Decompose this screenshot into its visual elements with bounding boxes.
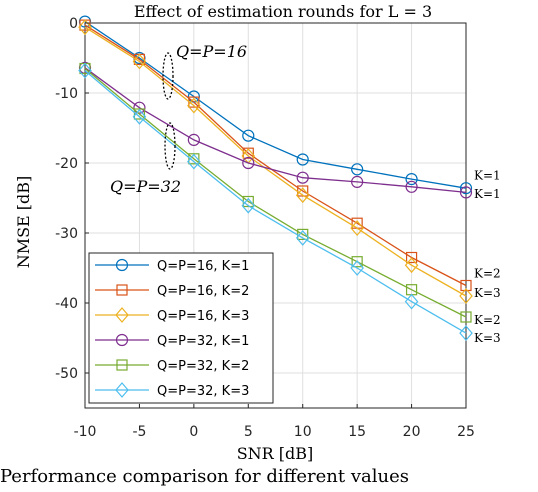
data-point [404, 293, 419, 310]
k-label: K=1 [474, 169, 501, 183]
legend-label: Q=P=16, K=2 [157, 284, 249, 299]
legend-label: Q=P=32, K=2 [157, 359, 249, 374]
legend-label: Q=P=16, K=1 [157, 259, 249, 274]
legend-marker [115, 382, 129, 398]
data-point [242, 156, 255, 170]
legend-label: Q=P=32, K=1 [157, 334, 249, 349]
x-tick-label: -10 [74, 424, 97, 440]
k-label: K=3 [474, 331, 501, 345]
k-label: K=3 [474, 286, 501, 300]
data-point [295, 229, 310, 246]
tick-labels: -10 -5 0 5 10 15 20 250-10-20-30-40-50 [55, 16, 475, 440]
data-point [242, 129, 255, 142]
data-point [459, 325, 473, 342]
annotations: Q=P=16 Q=P=32 [110, 42, 247, 196]
legend-item: Q=P=16, K=2 [95, 284, 249, 299]
data-point [459, 186, 473, 199]
data-point [460, 279, 472, 292]
legend-marker [116, 359, 128, 371]
data-point [404, 257, 419, 274]
series-line [84, 26, 467, 297]
legend-label: Q=P=16, K=3 [157, 309, 249, 324]
figure-caption: Performance comparison for different val… [0, 466, 409, 487]
y-axis-label: NMSE [dB] [14, 176, 33, 269]
series-line [84, 21, 467, 189]
data-point [351, 175, 364, 188]
x-tick-label: 20 [403, 424, 421, 440]
x-tick-label: 0 [189, 424, 198, 440]
data-point [295, 187, 310, 204]
data-point [459, 182, 473, 195]
series-line [84, 70, 467, 334]
legend-marker [115, 333, 129, 347]
legend-item: Q=P=16, K=1 [95, 258, 249, 274]
x-tick-label: 25 [457, 424, 475, 440]
data-point [132, 108, 147, 125]
data-point [296, 153, 309, 166]
y-tick-label: -20 [55, 156, 78, 172]
series-q-p-16-k-3 [78, 19, 473, 304]
data-point [405, 251, 418, 264]
k-labels: K=1 K=1 K=2 K=3 K=2 K=3 [474, 169, 501, 345]
legend-item: Q=P=32, K=3 [95, 382, 249, 399]
series-q-p-32-k-1 [78, 61, 473, 199]
data-point [351, 256, 363, 268]
k-label: K=2 [474, 267, 501, 281]
legend-item: Q=P=32, K=1 [95, 333, 249, 349]
nmse-chart: Effect of estimation rounds for L = 3 Q=… [14, 2, 501, 463]
chart-title: Effect of estimation rounds for L = 3 [134, 2, 432, 21]
group32-ellipse [164, 122, 176, 170]
series-layer [78, 15, 473, 342]
x-tick-label: -5 [132, 424, 146, 440]
legend-item: Q=P=32, K=2 [95, 359, 249, 374]
data-point [350, 260, 364, 276]
group16-ellipse [162, 52, 174, 100]
legend-marker [116, 284, 128, 296]
series-line [84, 24, 467, 287]
data-point [405, 180, 418, 193]
k-label: K=1 [474, 187, 501, 201]
group16-label: Q=P=16 [176, 42, 247, 61]
data-point [296, 171, 309, 184]
data-point [187, 97, 201, 114]
x-tick-label: 10 [294, 424, 312, 440]
legend-item: Q=P=16, K=3 [95, 307, 249, 324]
data-point [241, 197, 256, 214]
series-q-p-32-k-3 [78, 62, 473, 342]
series-line [84, 68, 467, 318]
data-point [132, 53, 147, 70]
k-label: K=2 [474, 313, 501, 327]
legend-box [88, 252, 274, 404]
data-point [460, 311, 472, 323]
legend-marker [115, 307, 129, 323]
y-tick-label: -40 [55, 296, 78, 312]
data-point [405, 173, 418, 186]
data-point [350, 220, 364, 237]
group32-label: Q=P=32 [110, 177, 181, 196]
y-tick-label: -10 [55, 86, 78, 102]
y-tick-label: 0 [69, 16, 78, 32]
grid [84, 22, 467, 409]
legend-marker [115, 258, 129, 272]
y-tick-label: -30 [55, 226, 78, 242]
data-point [459, 288, 473, 304]
data-point [187, 133, 200, 146]
data-point [351, 163, 364, 176]
data-point [78, 62, 92, 79]
series-line [84, 67, 467, 194]
x-tick-label: 5 [244, 424, 253, 440]
plot-frame [84, 22, 467, 409]
legend: Q=P=16, K=1 Q=P=16, K=2 Q=P=16, K=3 Q=P=32,… [88, 252, 274, 404]
series-q-p-16-k-1 [78, 15, 473, 195]
x-tick-label: 15 [348, 424, 366, 440]
data-point [78, 19, 92, 36]
legend-label: Q=P=32, K=3 [157, 384, 249, 399]
data-point [187, 153, 201, 170]
x-axis-label: SNR [dB] [237, 444, 314, 463]
y-tick-label: -50 [55, 366, 78, 382]
